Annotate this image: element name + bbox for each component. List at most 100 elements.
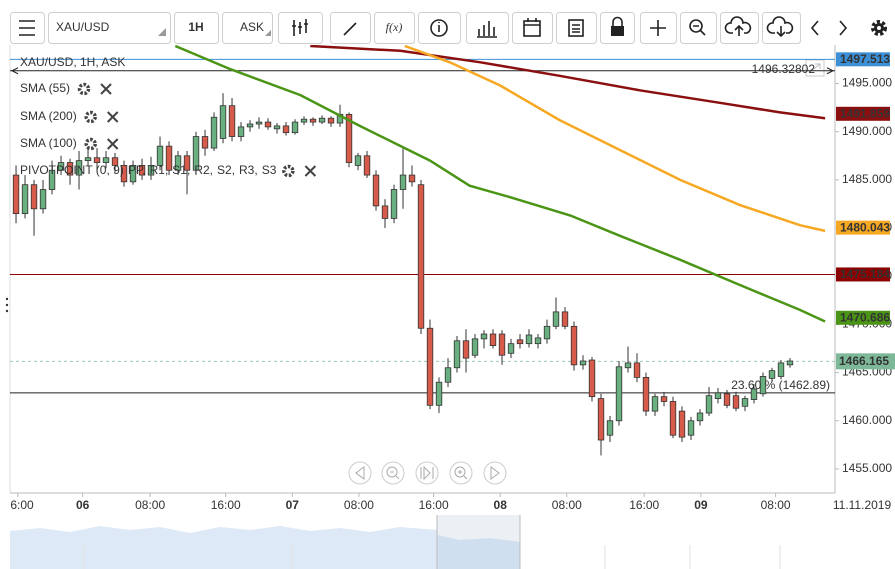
navigator-ticks	[82, 545, 781, 569]
legend-entry: SMA (100)	[20, 136, 77, 150]
pivot-item: R2,	[194, 163, 213, 177]
candle-body	[462, 340, 470, 359]
y-tick-label: 1485.000	[842, 172, 892, 186]
candle-body	[489, 333, 497, 346]
remove-icon[interactable]	[106, 138, 119, 150]
navigator-area	[437, 535, 520, 569]
settings-icon-core	[286, 169, 290, 173]
toolbar: XAU/USD 1H ASK f(x)	[10, 12, 887, 44]
candle-icon	[292, 19, 308, 36]
candle-body	[615, 366, 623, 422]
cloud-up-icon	[724, 16, 752, 36]
expand-button[interactable]	[805, 59, 825, 77]
candle-body	[381, 205, 389, 219]
price-tag	[836, 310, 890, 325]
dropdown-corner	[158, 28, 166, 36]
remove-icon[interactable]	[100, 83, 112, 95]
scroll-left[interactable]	[348, 461, 372, 485]
candle-body	[93, 157, 101, 163]
prev-button[interactable]	[810, 20, 819, 36]
candle-body	[327, 117, 335, 124]
candle-body	[48, 169, 56, 190]
x-tick-label: 06	[76, 498, 90, 512]
settings-icon[interactable]	[84, 110, 97, 124]
candle-body	[210, 116, 218, 149]
candle-body	[417, 184, 425, 329]
lock-icon	[611, 26, 624, 36]
zoom-out[interactable]	[381, 461, 405, 485]
price-type-button[interactable]	[222, 12, 273, 44]
pivot-item: S2,	[217, 163, 235, 177]
candle-body	[579, 360, 587, 366]
interval-button[interactable]	[174, 12, 219, 44]
candle-body	[570, 325, 578, 366]
overlay: 1496.32802 23.60 % (1462.89) XAU/USD, 1H, …	[20, 55, 830, 392]
price-tag	[836, 52, 890, 67]
candle-body	[111, 157, 119, 166]
pivot-item: S1,	[172, 163, 190, 177]
candle-body	[120, 165, 128, 183]
x-tick-label: 16:00	[419, 498, 449, 512]
settings-icon-core	[89, 115, 93, 119]
zoom-button[interactable]	[680, 12, 717, 44]
candle-body	[66, 162, 74, 176]
candle-body	[372, 174, 380, 207]
next-button[interactable]	[839, 20, 848, 36]
candle-body	[651, 396, 659, 412]
candle-body	[552, 311, 560, 327]
settings-gear-hole	[877, 26, 881, 30]
candle-body	[102, 157, 110, 163]
symbol-input[interactable]	[48, 12, 171, 44]
navigator-area	[10, 526, 437, 569]
remove-icon[interactable]	[106, 111, 119, 123]
candle-body	[273, 125, 281, 130]
candle-body	[759, 376, 767, 395]
candle-body	[345, 113, 353, 163]
y-tick-label: 1490.000	[842, 124, 892, 138]
settings-icon[interactable]	[282, 164, 295, 178]
indicator-button[interactable]	[466, 12, 509, 44]
y-tick-label: 1495.000	[842, 76, 892, 90]
candle-body	[453, 340, 461, 369]
settings-button[interactable]	[871, 20, 887, 36]
candle-body	[138, 165, 146, 176]
candle-body	[291, 121, 299, 134]
price-tag-label: 1466.165	[839, 354, 889, 368]
zoom-in[interactable]	[449, 461, 473, 485]
function-button[interactable]	[374, 12, 415, 44]
candle-body	[165, 145, 173, 171]
candle-body	[723, 393, 731, 406]
price-tag-label: 1480.043	[840, 220, 890, 234]
candle-body	[264, 121, 272, 128]
resize-grip	[5, 297, 9, 313]
candle-body	[354, 155, 362, 166]
candle-body	[57, 162, 65, 171]
scroll-right[interactable]	[483, 461, 507, 485]
settings-icon[interactable]	[77, 82, 91, 96]
candle-body	[732, 395, 740, 409]
candle-body	[129, 165, 137, 183]
candle-body	[633, 362, 641, 378]
candle-body	[426, 327, 434, 406]
candle-body	[498, 333, 506, 356]
report-button[interactable]	[556, 12, 597, 44]
settings-icon[interactable]	[84, 137, 97, 151]
remove-icon[interactable]	[304, 165, 317, 177]
candle-body	[516, 339, 524, 345]
x-tick-label: 08:00	[344, 498, 374, 512]
candle-body	[309, 118, 317, 123]
date-label: 11.11.2019	[833, 498, 892, 512]
function-text: f(x)	[386, 20, 403, 34]
candle-body	[525, 334, 533, 345]
candle-body	[390, 189, 398, 219]
calendar-icon	[523, 20, 541, 37]
cloud-down-icon	[766, 16, 794, 38]
candle-body	[282, 125, 290, 134]
settings-icon-core	[89, 142, 93, 146]
candle-body	[174, 155, 182, 171]
reset-zoom[interactable]	[415, 461, 439, 485]
calendar-button[interactable]	[512, 12, 553, 44]
candle-body	[237, 126, 245, 137]
menu-icon	[19, 20, 35, 36]
x-tick-label: 08:00	[135, 498, 165, 512]
